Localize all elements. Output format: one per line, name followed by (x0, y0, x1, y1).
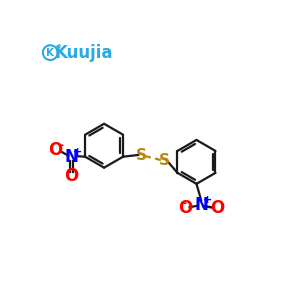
Text: N: N (65, 148, 79, 166)
Text: O: O (49, 141, 63, 159)
Text: °: ° (56, 44, 61, 54)
Text: S: S (159, 153, 170, 168)
Text: K: K (46, 48, 54, 58)
Text: O: O (64, 167, 79, 185)
Text: Kuujia: Kuujia (54, 44, 112, 62)
Text: +: + (74, 147, 82, 157)
Text: O: O (210, 199, 224, 217)
Text: S: S (136, 148, 146, 163)
Text: +: + (203, 194, 212, 205)
Text: -: - (59, 139, 64, 152)
Text: O: O (178, 199, 192, 217)
Text: -: - (182, 196, 187, 209)
Text: N: N (194, 196, 208, 214)
